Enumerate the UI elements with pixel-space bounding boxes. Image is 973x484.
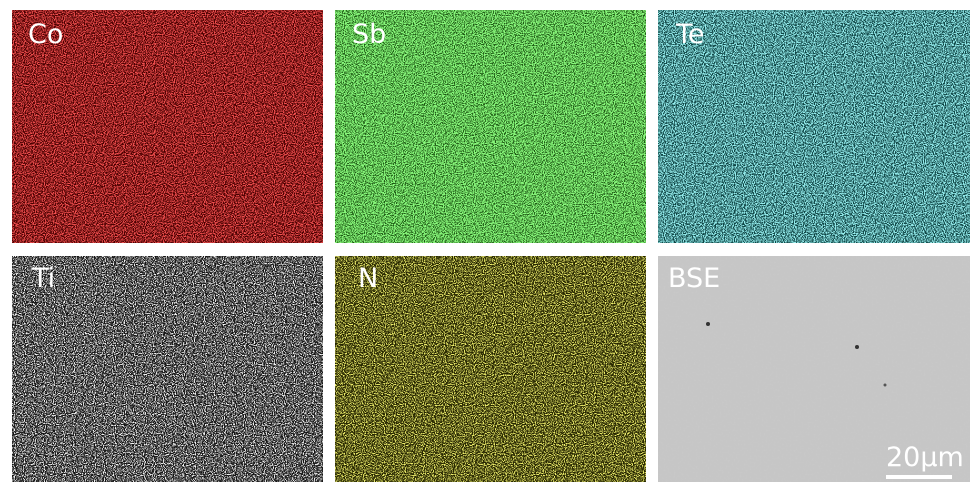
panel-bse: BSE 20μm	[658, 256, 970, 482]
panel-label: Co	[28, 19, 63, 50]
panel-n: N	[335, 256, 646, 482]
panel-label: Ti	[31, 263, 55, 294]
panel-sb: Sb	[335, 10, 646, 243]
panel-label: Sb	[352, 19, 386, 50]
panel-label: BSE	[668, 263, 720, 294]
panel-label: Te	[675, 19, 705, 50]
panel-te: Te	[658, 10, 970, 243]
panel-label: N	[358, 263, 378, 294]
panel-ti: Ti	[12, 256, 323, 482]
panel-co: Co	[12, 10, 323, 243]
scale-bar-label: 20μm	[886, 442, 964, 473]
figure: Co Sb Te Ti N BSE 20μm	[0, 0, 973, 484]
